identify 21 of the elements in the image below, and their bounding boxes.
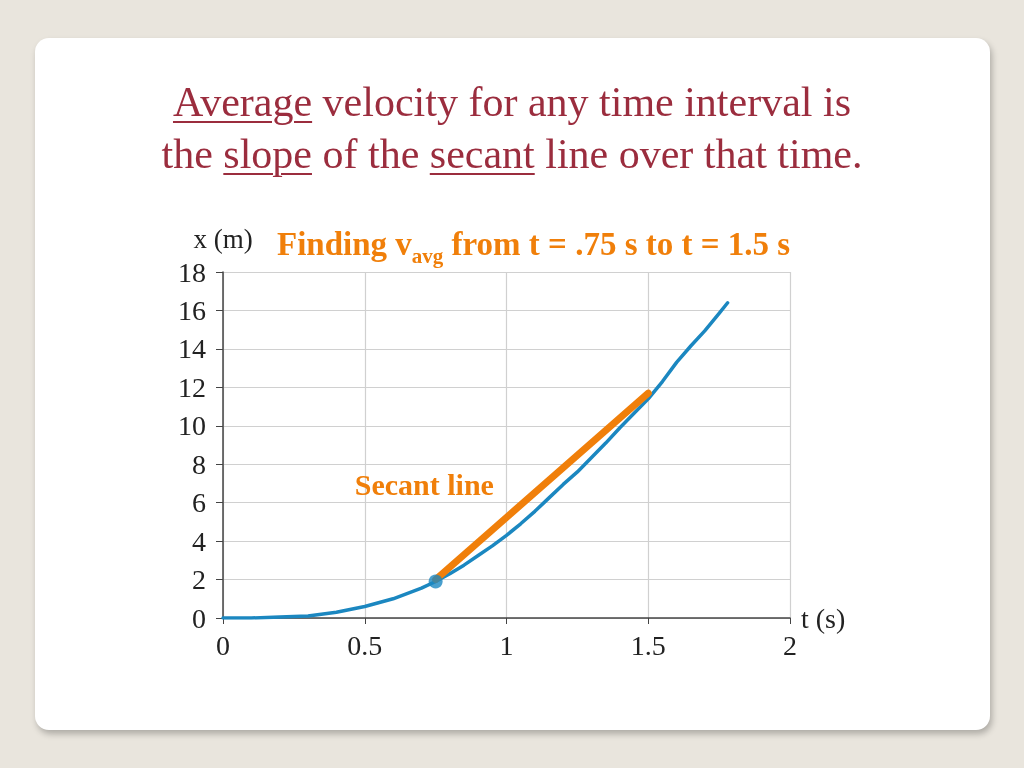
chart-title: Average velocity for any time interval is the slope of the secant line over that time. xyxy=(161,79,863,177)
x-tick-label: 2 xyxy=(783,629,797,661)
x-tick-label: 0 xyxy=(216,629,230,661)
y-axis-title: x (m) xyxy=(193,223,253,254)
x-tick-label: 0.5 xyxy=(347,629,383,661)
series-label: Secant line xyxy=(354,467,494,501)
y-tick-label: 0 xyxy=(192,602,206,634)
y-tick-label: 4 xyxy=(192,525,206,557)
y-tick-label: 10 xyxy=(178,410,206,442)
y-tick-label: 12 xyxy=(178,371,206,403)
y-tick-label: 18 xyxy=(178,256,206,288)
line-series xyxy=(221,301,730,620)
y-tick-label: 16 xyxy=(178,294,206,326)
x-axis-title: t (s) xyxy=(800,602,846,634)
y-tick-label: 2 xyxy=(192,564,206,596)
x-tick-label: 1.5 xyxy=(630,629,666,661)
y-tick-label: 6 xyxy=(192,487,206,519)
x-tick-label: 1 xyxy=(499,629,514,661)
chart-subtitle: Finding v$_{avg}$ from t = .75 s to t = 1.5 s xyxy=(277,225,791,270)
y-tick-label: 8 xyxy=(192,448,206,480)
y-tick-label: 14 xyxy=(178,333,206,365)
